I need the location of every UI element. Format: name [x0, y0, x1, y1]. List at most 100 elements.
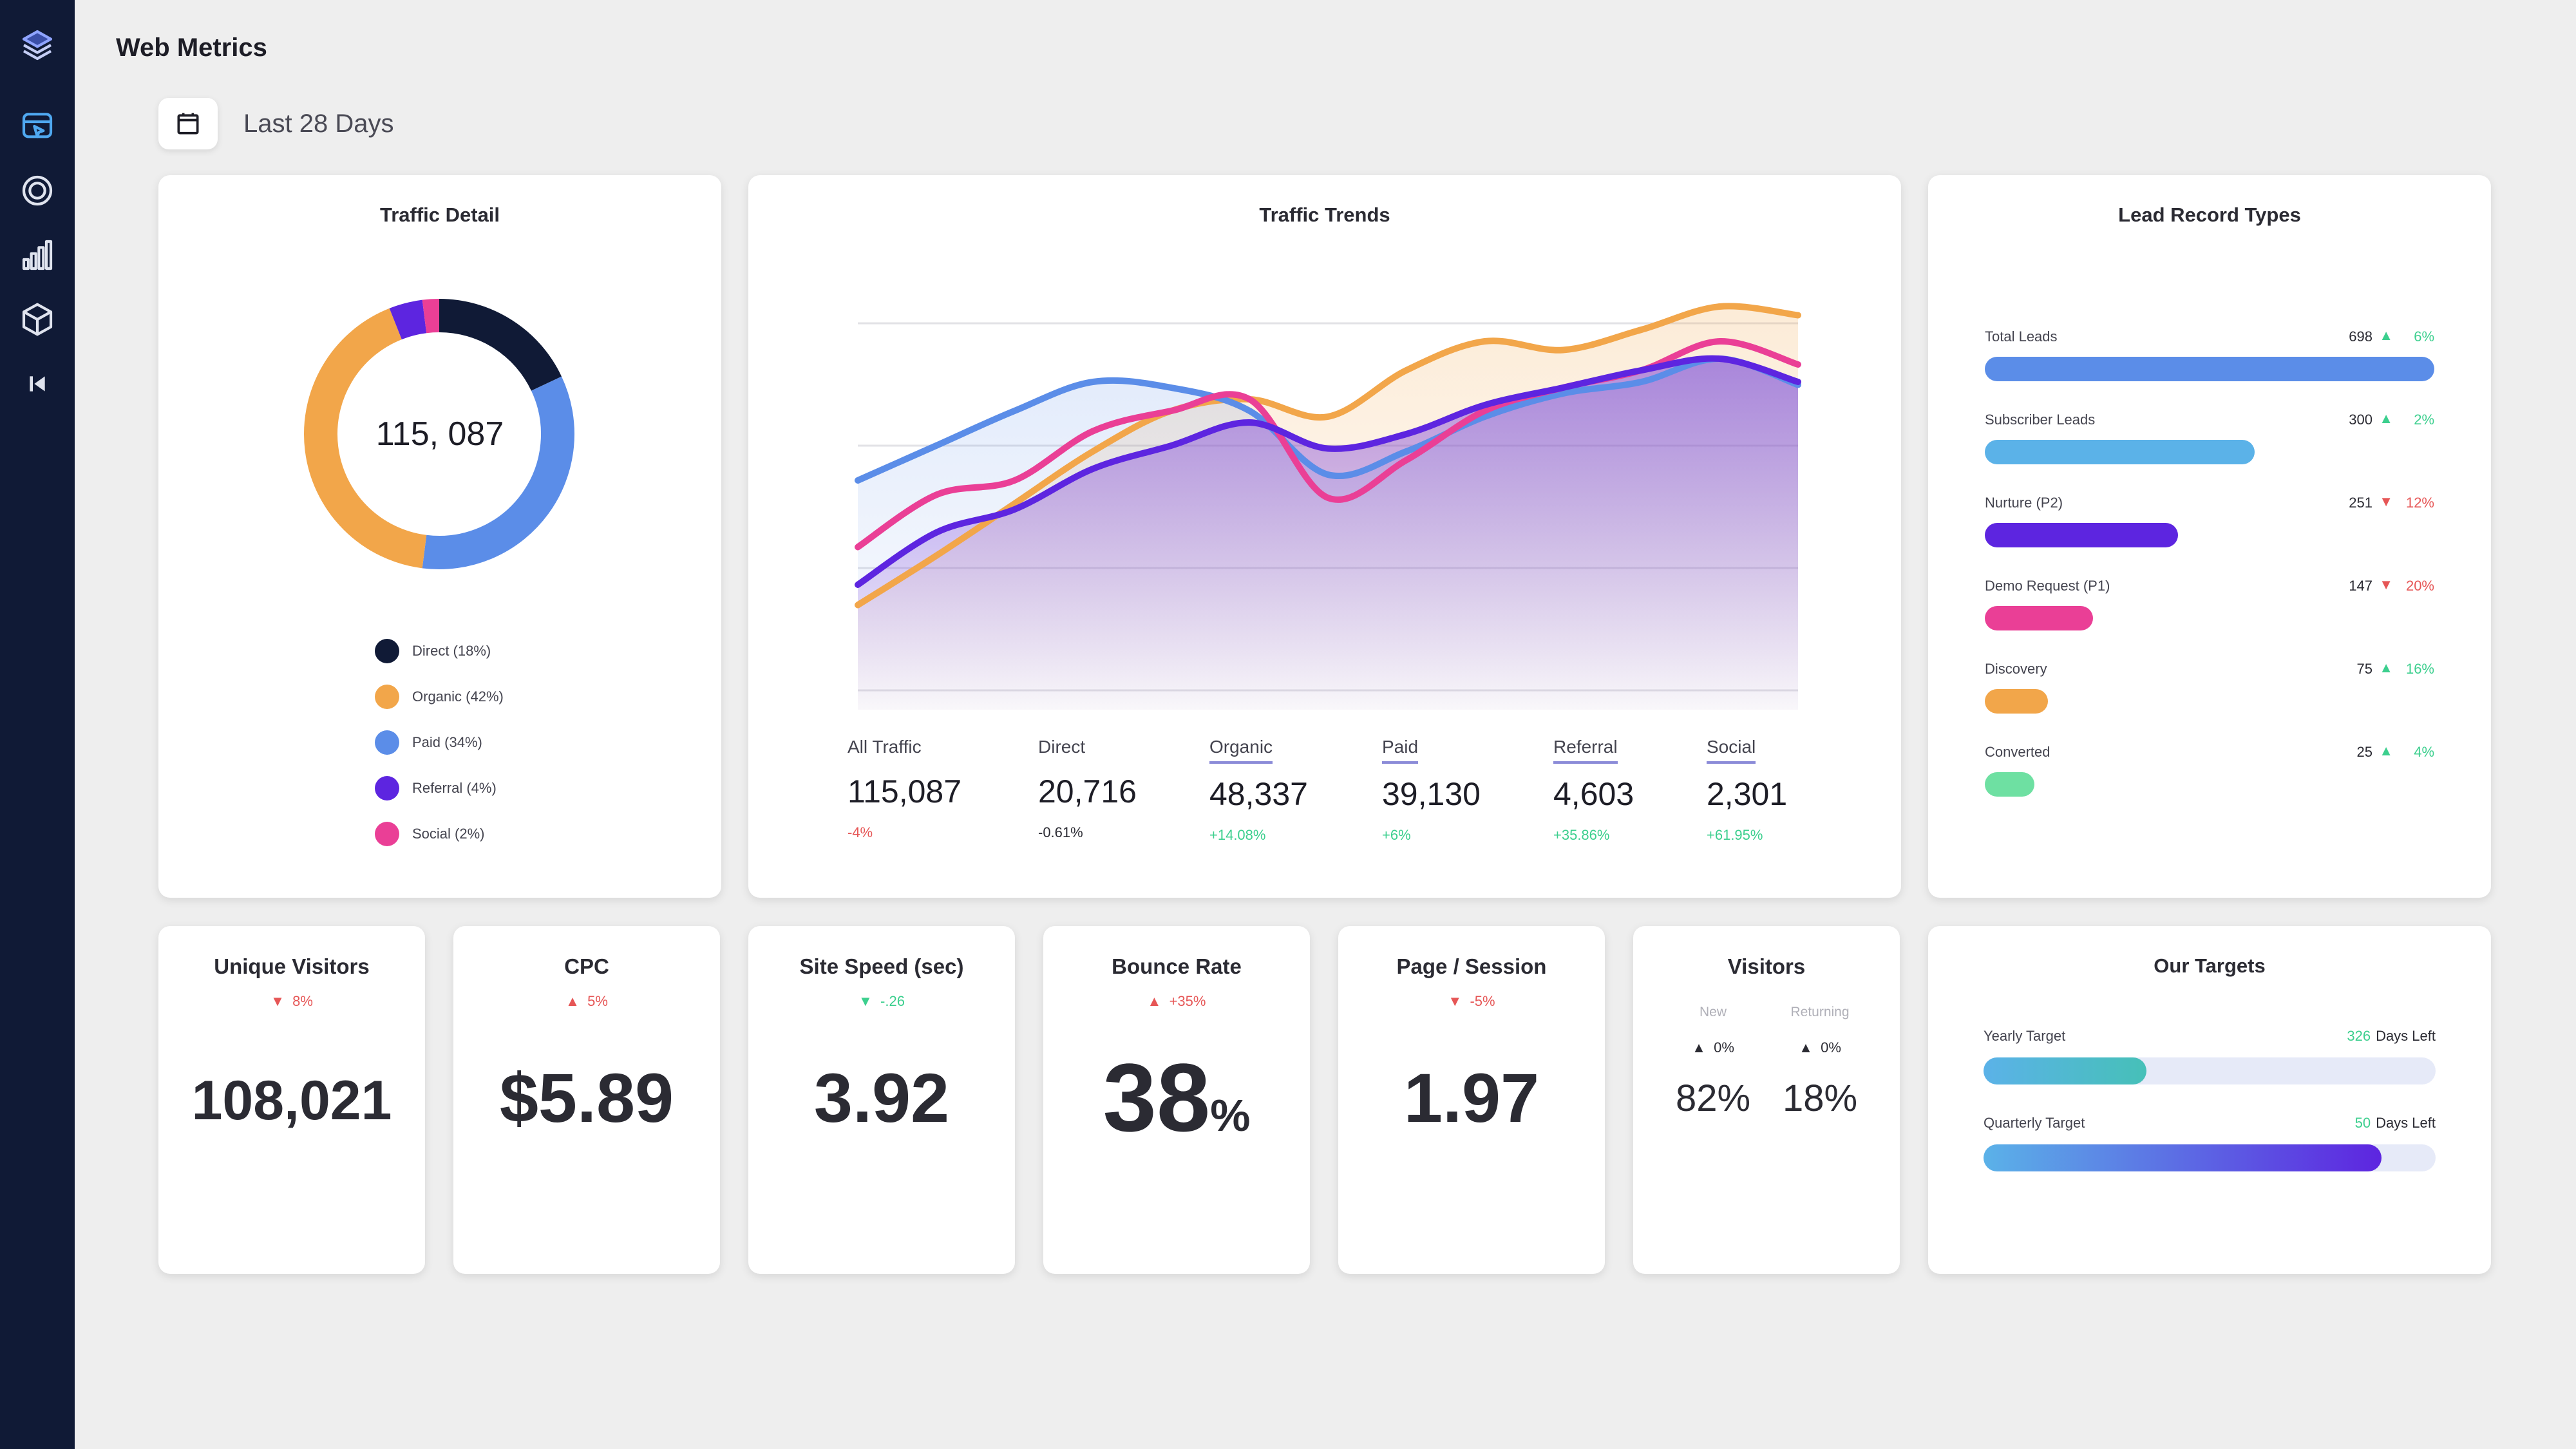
traffic-stat[interactable]: Paid 39,130 +6% [1382, 737, 1481, 844]
stat-value: 39,130 [1382, 776, 1481, 812]
date-range-label: Last 28 Days [243, 109, 394, 138]
lead-count: 251 [2349, 495, 2372, 511]
change-value: 0% [1714, 1039, 1734, 1056]
lead-name: Demo Request (P1) [1985, 578, 2110, 594]
legend-swatch [375, 730, 399, 755]
sidebar [0, 0, 75, 1449]
stat-change: -4% [848, 824, 873, 840]
metric-change: ▲ +35% [1043, 993, 1310, 1010]
traffic-stat[interactable]: Social 2,301 +61.95% [1707, 737, 1787, 844]
lead-record-types-card: Lead Record Types Total Leads 698 ▲ 6% Subsc… [1928, 175, 2491, 898]
lead-bar [1985, 357, 2434, 381]
up-arrow-icon: ▲ [1692, 1039, 1706, 1056]
stat-label: All Traffic [848, 737, 922, 757]
traffic-stat[interactable]: Organic 48,337 +14.08% [1209, 737, 1308, 844]
target-progress-track [1984, 1144, 2436, 1171]
lead-bar [1985, 689, 2048, 714]
lead-change: 4% [2414, 744, 2434, 760]
traffic-trends-card: Traffic Trends All Traffic 115,087 -4% Dire… [748, 175, 1901, 898]
lead-row: Total Leads 698 ▲ 6% [1985, 327, 2434, 386]
lead-bar [1985, 606, 2093, 630]
lead-name: Subscriber Leads [1985, 412, 2096, 428]
days-left-count: 50 [2354, 1115, 2371, 1131]
stat-change: +61.95% [1707, 827, 1763, 843]
calendar-icon [177, 113, 199, 135]
up-arrow-icon: ▲ [2379, 410, 2393, 426]
legend-item: Social (2%) [375, 822, 484, 846]
traffic-donut-chart [304, 299, 574, 569]
up-arrow-icon: ▲ [2379, 743, 2393, 759]
lead-name: Discovery [1985, 661, 2047, 677]
lead-count: 300 [2349, 412, 2372, 428]
page-session-card: Page / Session ▼ -5% 1.97 [1338, 926, 1605, 1274]
stat-label[interactable]: Referral [1553, 737, 1618, 764]
browser-click-icon[interactable] [18, 107, 57, 146]
days-left-suffix: Days Left [2376, 1115, 2436, 1131]
target-progress-fill [1984, 1057, 2146, 1084]
metric-value-wrap: 38% [1043, 1042, 1310, 1153]
legend-label: Referral (4%) [412, 780, 497, 796]
metric-change: ▼ -5% [1338, 993, 1605, 1010]
card-title: Traffic Detail [379, 204, 500, 226]
card-title: Lead Record Types [2118, 204, 2301, 226]
card-title: Traffic Trends [1259, 204, 1390, 226]
target-icon[interactable] [18, 171, 57, 210]
bar-chart-icon[interactable] [18, 236, 57, 274]
lead-row: Demo Request (P1) 147 ▼ 20% [1985, 576, 2434, 636]
up-arrow-icon: ▲ [2379, 659, 2393, 676]
stat-label[interactable]: Paid [1382, 737, 1419, 764]
down-arrow-icon: ▼ [2379, 576, 2393, 592]
days-left-count: 326 [2347, 1028, 2371, 1044]
metric-value: 3.92 [813, 1059, 950, 1137]
series-line [855, 303, 1801, 609]
change-value: 0% [1821, 1039, 1841, 1056]
stat-label[interactable]: Social [1707, 737, 1756, 764]
metric-title: Bounce Rate [1112, 954, 1242, 978]
up-arrow-icon: ▲ [565, 993, 580, 1009]
lead-count: 25 [2356, 744, 2372, 760]
legend-label: Paid (34%) [412, 734, 482, 750]
traffic-stat[interactable]: Referral 4,603 +35.86% [1553, 737, 1634, 844]
down-arrow-icon: ▼ [858, 993, 873, 1009]
new-visitors-change: ▲ 0% [1662, 1039, 1765, 1056]
legend-swatch [375, 685, 399, 709]
target-row: Yearly Target 326 Days Left [1984, 1028, 2436, 1086]
metric-change-value: +35% [1169, 993, 1206, 1009]
returning-visitors-value: 18% [1782, 1077, 1858, 1119]
lead-count: 75 [2356, 661, 2372, 677]
lead-row: Discovery 75 ▲ 16% [1985, 659, 2434, 719]
metric-change: ▲ 5% [453, 993, 720, 1010]
new-visitors-value: 82% [1675, 1077, 1751, 1119]
unique-visitors-card: Unique Visitors ▼ 8% 108,021 [158, 926, 425, 1274]
metric-title: CPC [564, 954, 609, 978]
down-arrow-icon: ▼ [270, 993, 285, 1009]
stat-value: 48,337 [1209, 776, 1308, 812]
date-picker-button[interactable] [158, 98, 218, 149]
cpc-card: CPC ▲ 5% $5.89 [453, 926, 720, 1274]
days-left: 50 Days Left [2355, 1115, 2436, 1132]
legend-item: Organic (42%) [375, 685, 504, 709]
days-left: 326 Days Left [2347, 1028, 2436, 1045]
metric-value: 108,021 [191, 1070, 392, 1132]
legend-item: Paid (34%) [375, 730, 482, 755]
layers-icon[interactable] [18, 26, 57, 64]
our-targets-card: Our Targets Yearly Target 326 Days Left Qua… [1928, 926, 2491, 1274]
target-progress-track [1984, 1057, 2436, 1084]
lead-name: Converted [1985, 744, 2050, 760]
traffic-stat: Direct 20,716 -0.61% [1038, 737, 1137, 841]
donut-slice [422, 376, 574, 569]
stat-label[interactable]: Organic [1209, 737, 1273, 764]
legend-item: Direct (18%) [375, 639, 491, 663]
metric-value: 38 [1103, 1043, 1211, 1151]
stat-change: +14.08% [1209, 827, 1266, 843]
collapse-icon[interactable] [18, 365, 57, 403]
cube-icon[interactable] [18, 300, 57, 339]
lead-bar [1985, 523, 2178, 547]
metric-change-value: -.26 [880, 993, 905, 1009]
traffic-detail-card: Traffic Detail 115, 087 Direct (18%) Orga… [158, 175, 721, 898]
lead-row: Converted 25 ▲ 4% [1985, 743, 2434, 802]
metric-title: Unique Visitors [214, 954, 370, 978]
lead-row: Nurture (P2) 251 ▼ 12% [1985, 493, 2434, 553]
lead-count: 698 [2349, 328, 2372, 345]
stat-change: +6% [1382, 827, 1411, 843]
